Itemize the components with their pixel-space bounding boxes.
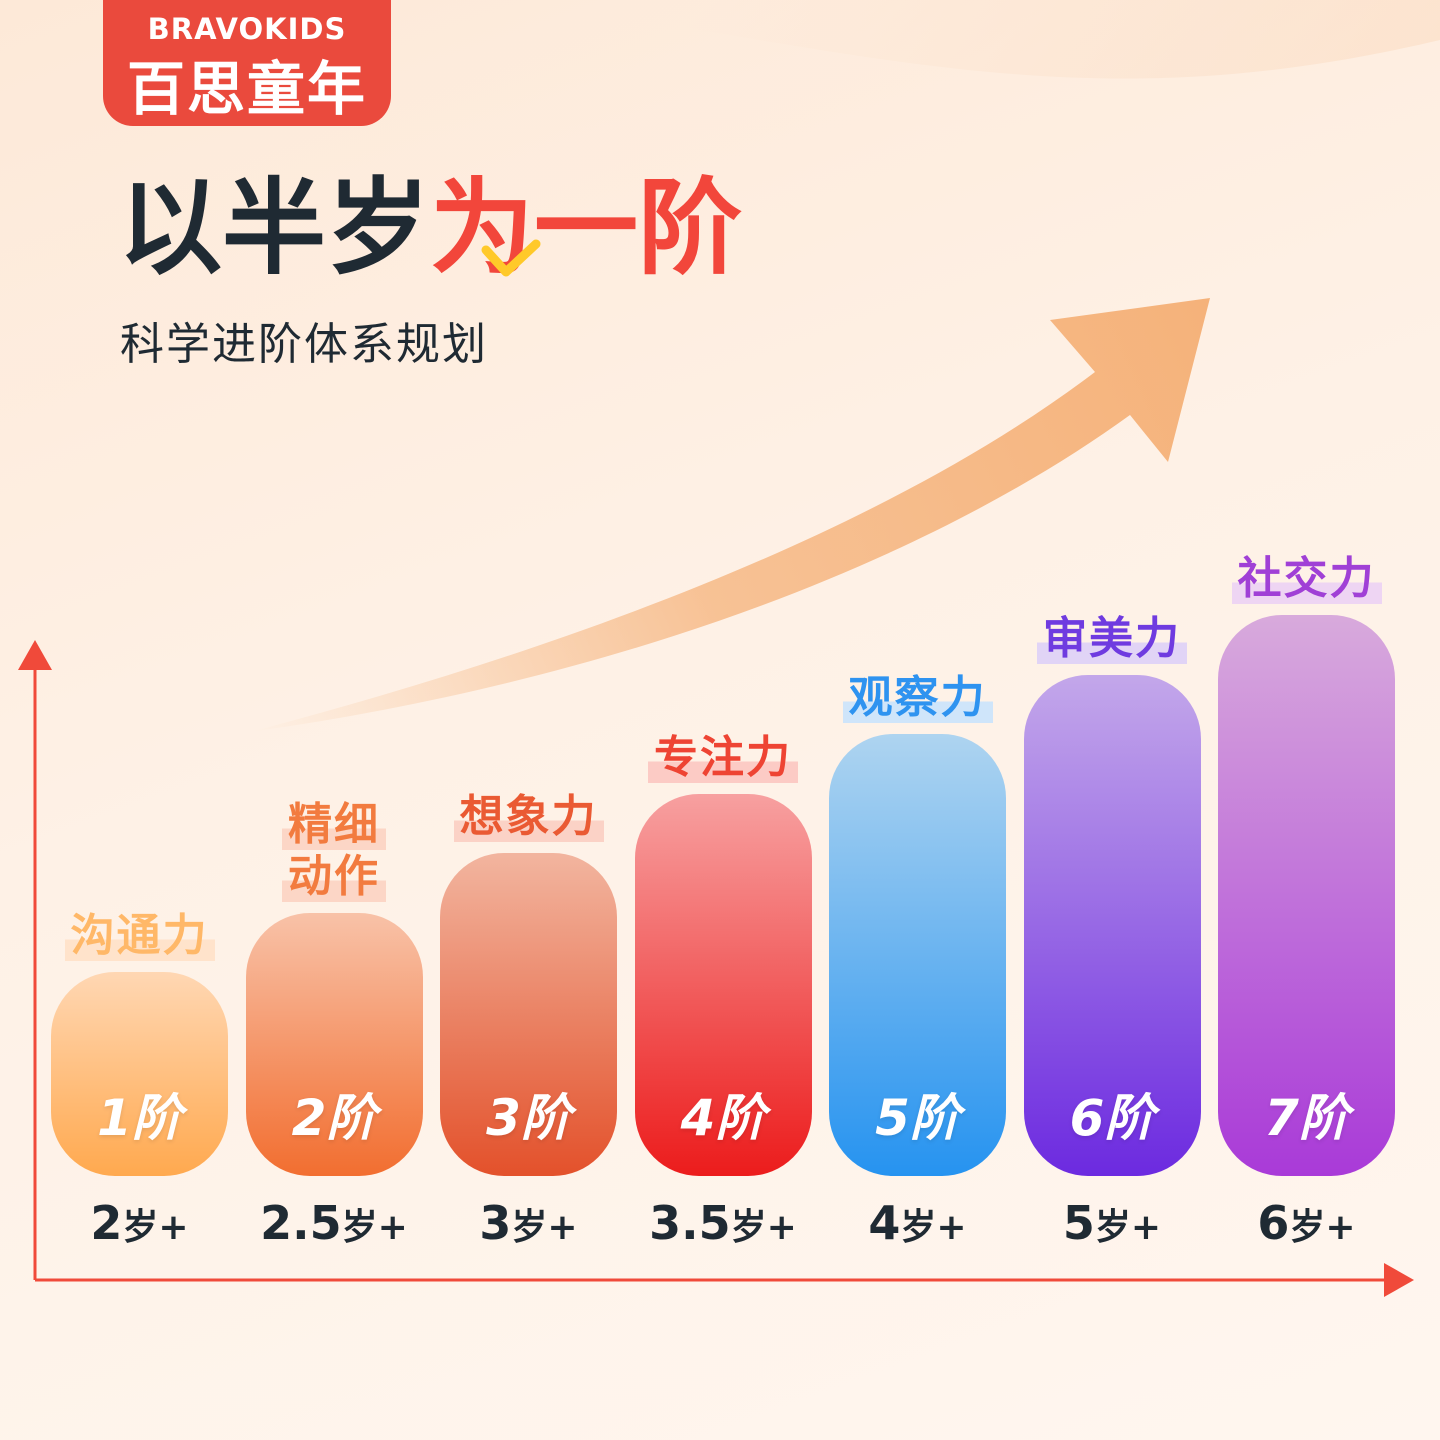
age-tick-label: 6岁+: [1207, 1196, 1407, 1250]
brand-logo: BRAVOKIDS 百思童年: [103, 0, 391, 126]
ability-label-line: 想象力: [453, 791, 604, 842]
x-axis-arrow: [1384, 1263, 1414, 1297]
ability-label-line: 精细: [282, 798, 386, 850]
age-number: 2.5: [260, 1196, 342, 1250]
age-number: 3.5: [649, 1196, 731, 1250]
bar-1: 1阶: [51, 972, 228, 1176]
ability-label: 观察力: [809, 672, 1026, 724]
ability-label: 沟通力: [31, 910, 248, 962]
ability-label-line: 审美力: [1037, 612, 1187, 664]
ability-label-line: 专注力: [648, 731, 798, 783]
age-unit: 岁+: [730, 1207, 797, 1248]
bar-stage-label: 6阶: [1069, 1089, 1155, 1147]
bar-stage-label: 5阶: [875, 1089, 960, 1147]
ability-label: 社交力: [1198, 553, 1415, 605]
bar-6: 6阶: [1023, 674, 1201, 1176]
age-number: 4: [868, 1196, 901, 1250]
headline-part1: 以半岁: [118, 167, 431, 289]
age-tick-label: 3.5岁+: [623, 1196, 823, 1250]
bar-2: 2阶: [245, 912, 423, 1176]
check-mark-icon: [481, 239, 541, 277]
ability-label-line: 观察力: [842, 672, 993, 723]
age-tick-label: 4岁+: [818, 1196, 1018, 1250]
bar-stage-label: 3阶: [486, 1089, 571, 1147]
ability-label: 审美力: [1004, 612, 1221, 665]
age-number: 5: [1062, 1196, 1095, 1250]
age-unit: 岁+: [341, 1207, 408, 1248]
bar-5: 5阶: [829, 734, 1006, 1176]
age-tick-label: 2.5岁+: [234, 1196, 434, 1250]
ability-label: 精细 动作: [226, 798, 443, 903]
ability-label: 想象力: [420, 791, 637, 843]
age-unit: 岁+: [1289, 1207, 1356, 1248]
ability-label: 专注力: [615, 731, 832, 784]
bar-7: 7阶: [1218, 615, 1395, 1176]
headline-part2: 为一阶: [430, 167, 743, 289]
bar-stage-label: 1阶: [97, 1089, 182, 1147]
age-tick-label: 3岁+: [429, 1196, 629, 1250]
age-tick-label: 5岁+: [1012, 1196, 1212, 1250]
trend-arrow-body: [250, 298, 1210, 732]
age-number: 6: [1257, 1196, 1290, 1250]
ability-label-line: 动作: [282, 850, 386, 902]
bar-stage-label: 7阶: [1264, 1089, 1349, 1147]
age-tick-label: 2岁+: [40, 1196, 240, 1250]
brand-name-cn: 百思童年: [126, 55, 367, 123]
age-unit: 岁+: [1094, 1207, 1162, 1248]
bar-stage-label: 4阶: [680, 1089, 766, 1147]
ability-label-line: 社交力: [1231, 553, 1382, 604]
age-unit: 岁+: [900, 1207, 967, 1248]
subtitle: 科学进阶体系规划: [120, 319, 488, 370]
bar-4: 4阶: [634, 793, 812, 1176]
headline: 以半岁为一阶: [118, 168, 742, 288]
y-axis-arrow: [18, 640, 52, 670]
age-unit: 岁+: [511, 1207, 578, 1248]
age-number: 2: [90, 1196, 123, 1250]
age-number: 3: [479, 1196, 512, 1250]
age-unit: 岁+: [122, 1207, 189, 1248]
bar-3: 3阶: [440, 853, 617, 1176]
background-wave: [520, 0, 1440, 79]
ability-label-line: 沟通力: [64, 910, 215, 961]
brand-name-en: BRAVOKIDS: [147, 12, 347, 46]
bar-stage-label: 2阶: [291, 1089, 377, 1147]
